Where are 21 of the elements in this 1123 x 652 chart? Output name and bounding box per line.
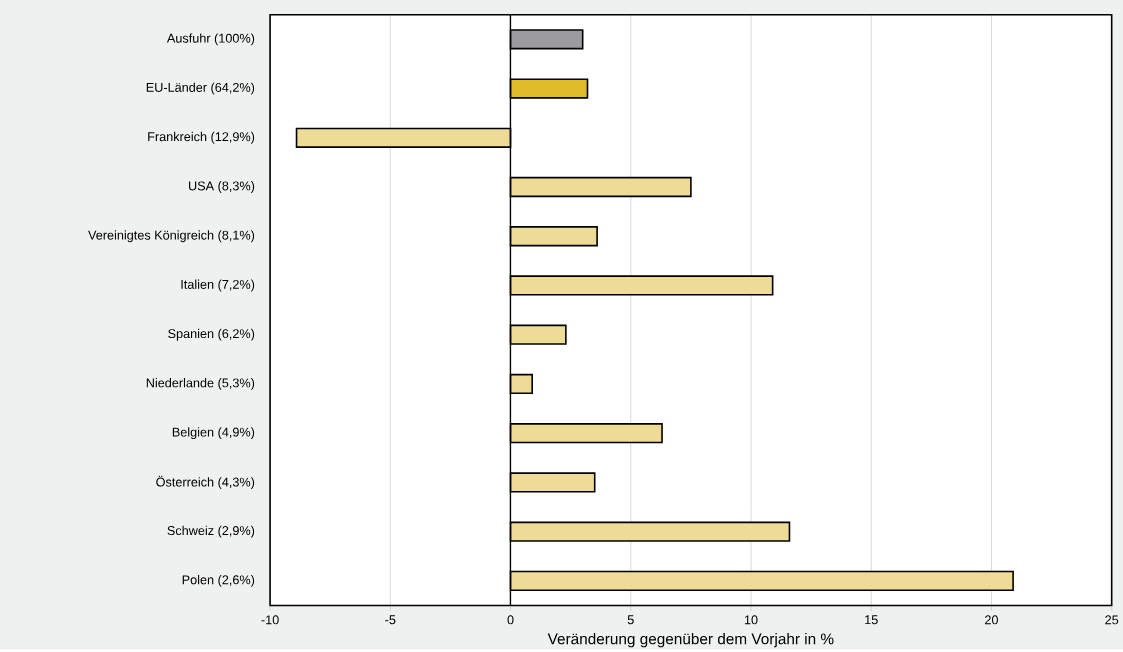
x-tick-label: -10 (261, 615, 279, 625)
x-tick-label: 25 (1105, 615, 1119, 625)
y-tick-label: Ausfuhr (100%) (166, 33, 255, 46)
y-tick-label: USA (8,3%) (189, 181, 255, 194)
y-tick-label: Polen (2,6%) (182, 575, 255, 588)
x-tick-label: 0 (507, 615, 514, 625)
y-tick-label: EU-Länder (64,2%) (146, 82, 255, 95)
y-tick-label: Italien (7,2%) (181, 279, 255, 292)
y-tick-label: Schweiz (2,9%) (167, 525, 255, 538)
y-tick-label: Vereinigtes Königreich (8,1%) (88, 230, 255, 243)
y-tick-label: Belgien (4,9%) (172, 427, 255, 440)
y-tick-label: Österreich (4,3%) (156, 476, 255, 490)
y-tick-label: Spanien (6,2%) (168, 329, 255, 341)
x-tick-label: 10 (744, 615, 758, 625)
x-tick-label: 15 (865, 615, 878, 625)
x-axis-title: Veränderung gegenüber dem Vorjahr in % (547, 633, 834, 648)
y-tick-label: Frankreich (12,9%) (148, 132, 255, 144)
x-tick-label: -5 (385, 615, 396, 625)
y-tick-label: Niederlande (5,3%) (146, 378, 255, 391)
x-tick-label: 20 (985, 615, 998, 625)
x-tick-label: 5 (627, 615, 634, 625)
